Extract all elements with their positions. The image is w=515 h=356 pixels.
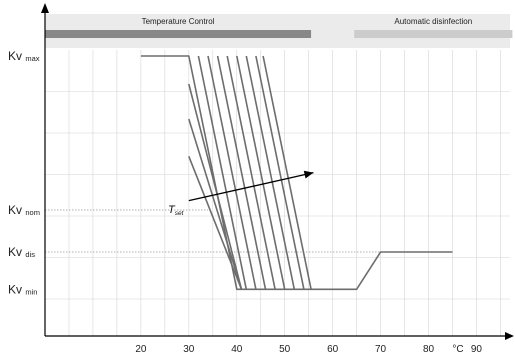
band-bar bbox=[354, 30, 513, 38]
y-level-label-sub: dis bbox=[25, 250, 35, 259]
y-level-label-sub: nom bbox=[25, 208, 40, 217]
y-level-label-main: Kv bbox=[8, 49, 22, 63]
curve-line bbox=[188, 156, 243, 290]
band-label: Temperature Control bbox=[142, 17, 215, 26]
y-level-label-sub: min bbox=[25, 287, 37, 296]
curve-line bbox=[197, 55, 248, 290]
y-axis-arrow bbox=[41, 3, 49, 13]
x-tick-label: 50 bbox=[279, 344, 291, 355]
y-level-label-main: Kv bbox=[8, 282, 22, 296]
tset-label-main: T bbox=[168, 204, 176, 216]
y-level-label-main: Kv bbox=[8, 245, 22, 259]
x-tick-label: 70 bbox=[375, 344, 387, 355]
x-tick-label: 60 bbox=[327, 344, 339, 355]
curve-line bbox=[255, 55, 305, 290]
x-axis-arrow bbox=[505, 332, 514, 340]
curve-line bbox=[236, 55, 286, 290]
x-tick-label: 90 bbox=[471, 344, 483, 355]
y-level-label: Kv min bbox=[8, 282, 37, 296]
x-axis-labels: 20 30 40 50 60 70 80 90 °C bbox=[135, 344, 482, 355]
x-tick-label: 80 bbox=[423, 344, 435, 355]
curve-line bbox=[216, 55, 267, 290]
series bbox=[140, 55, 453, 291]
y-level-label: Kv dis bbox=[8, 245, 35, 259]
tset-arrow-head bbox=[303, 170, 314, 179]
curve-line bbox=[245, 55, 296, 290]
reference-lines bbox=[45, 209, 381, 253]
band-label: Automatic disinfection bbox=[394, 17, 472, 26]
x-unit-label: °C bbox=[452, 344, 463, 355]
x-tick-label: 20 bbox=[135, 344, 147, 355]
curve-line bbox=[188, 118, 243, 290]
axes bbox=[41, 3, 514, 340]
tset-label-sub: set bbox=[175, 210, 185, 217]
x-tick-label: 30 bbox=[183, 344, 195, 355]
curve-line bbox=[226, 55, 276, 290]
tset-label: Tset bbox=[168, 204, 185, 217]
tset-arrow-line bbox=[188, 172, 314, 202]
y-level-label: Kv nom bbox=[8, 203, 40, 217]
y-level-label-sub: max bbox=[25, 54, 39, 63]
curve-line bbox=[188, 83, 243, 290]
y-level-label: Kv max bbox=[8, 49, 40, 63]
curve-line bbox=[207, 55, 257, 290]
curve-line bbox=[140, 55, 453, 291]
x-tick-label: 40 bbox=[231, 344, 243, 355]
y-level-label-main: Kv bbox=[8, 203, 22, 217]
curve-line bbox=[262, 55, 312, 290]
annotations: Tset bbox=[168, 170, 314, 217]
bands: Temperature Control Automatic disinfectio… bbox=[45, 17, 513, 38]
grid bbox=[45, 50, 510, 336]
band-bar bbox=[45, 30, 312, 38]
